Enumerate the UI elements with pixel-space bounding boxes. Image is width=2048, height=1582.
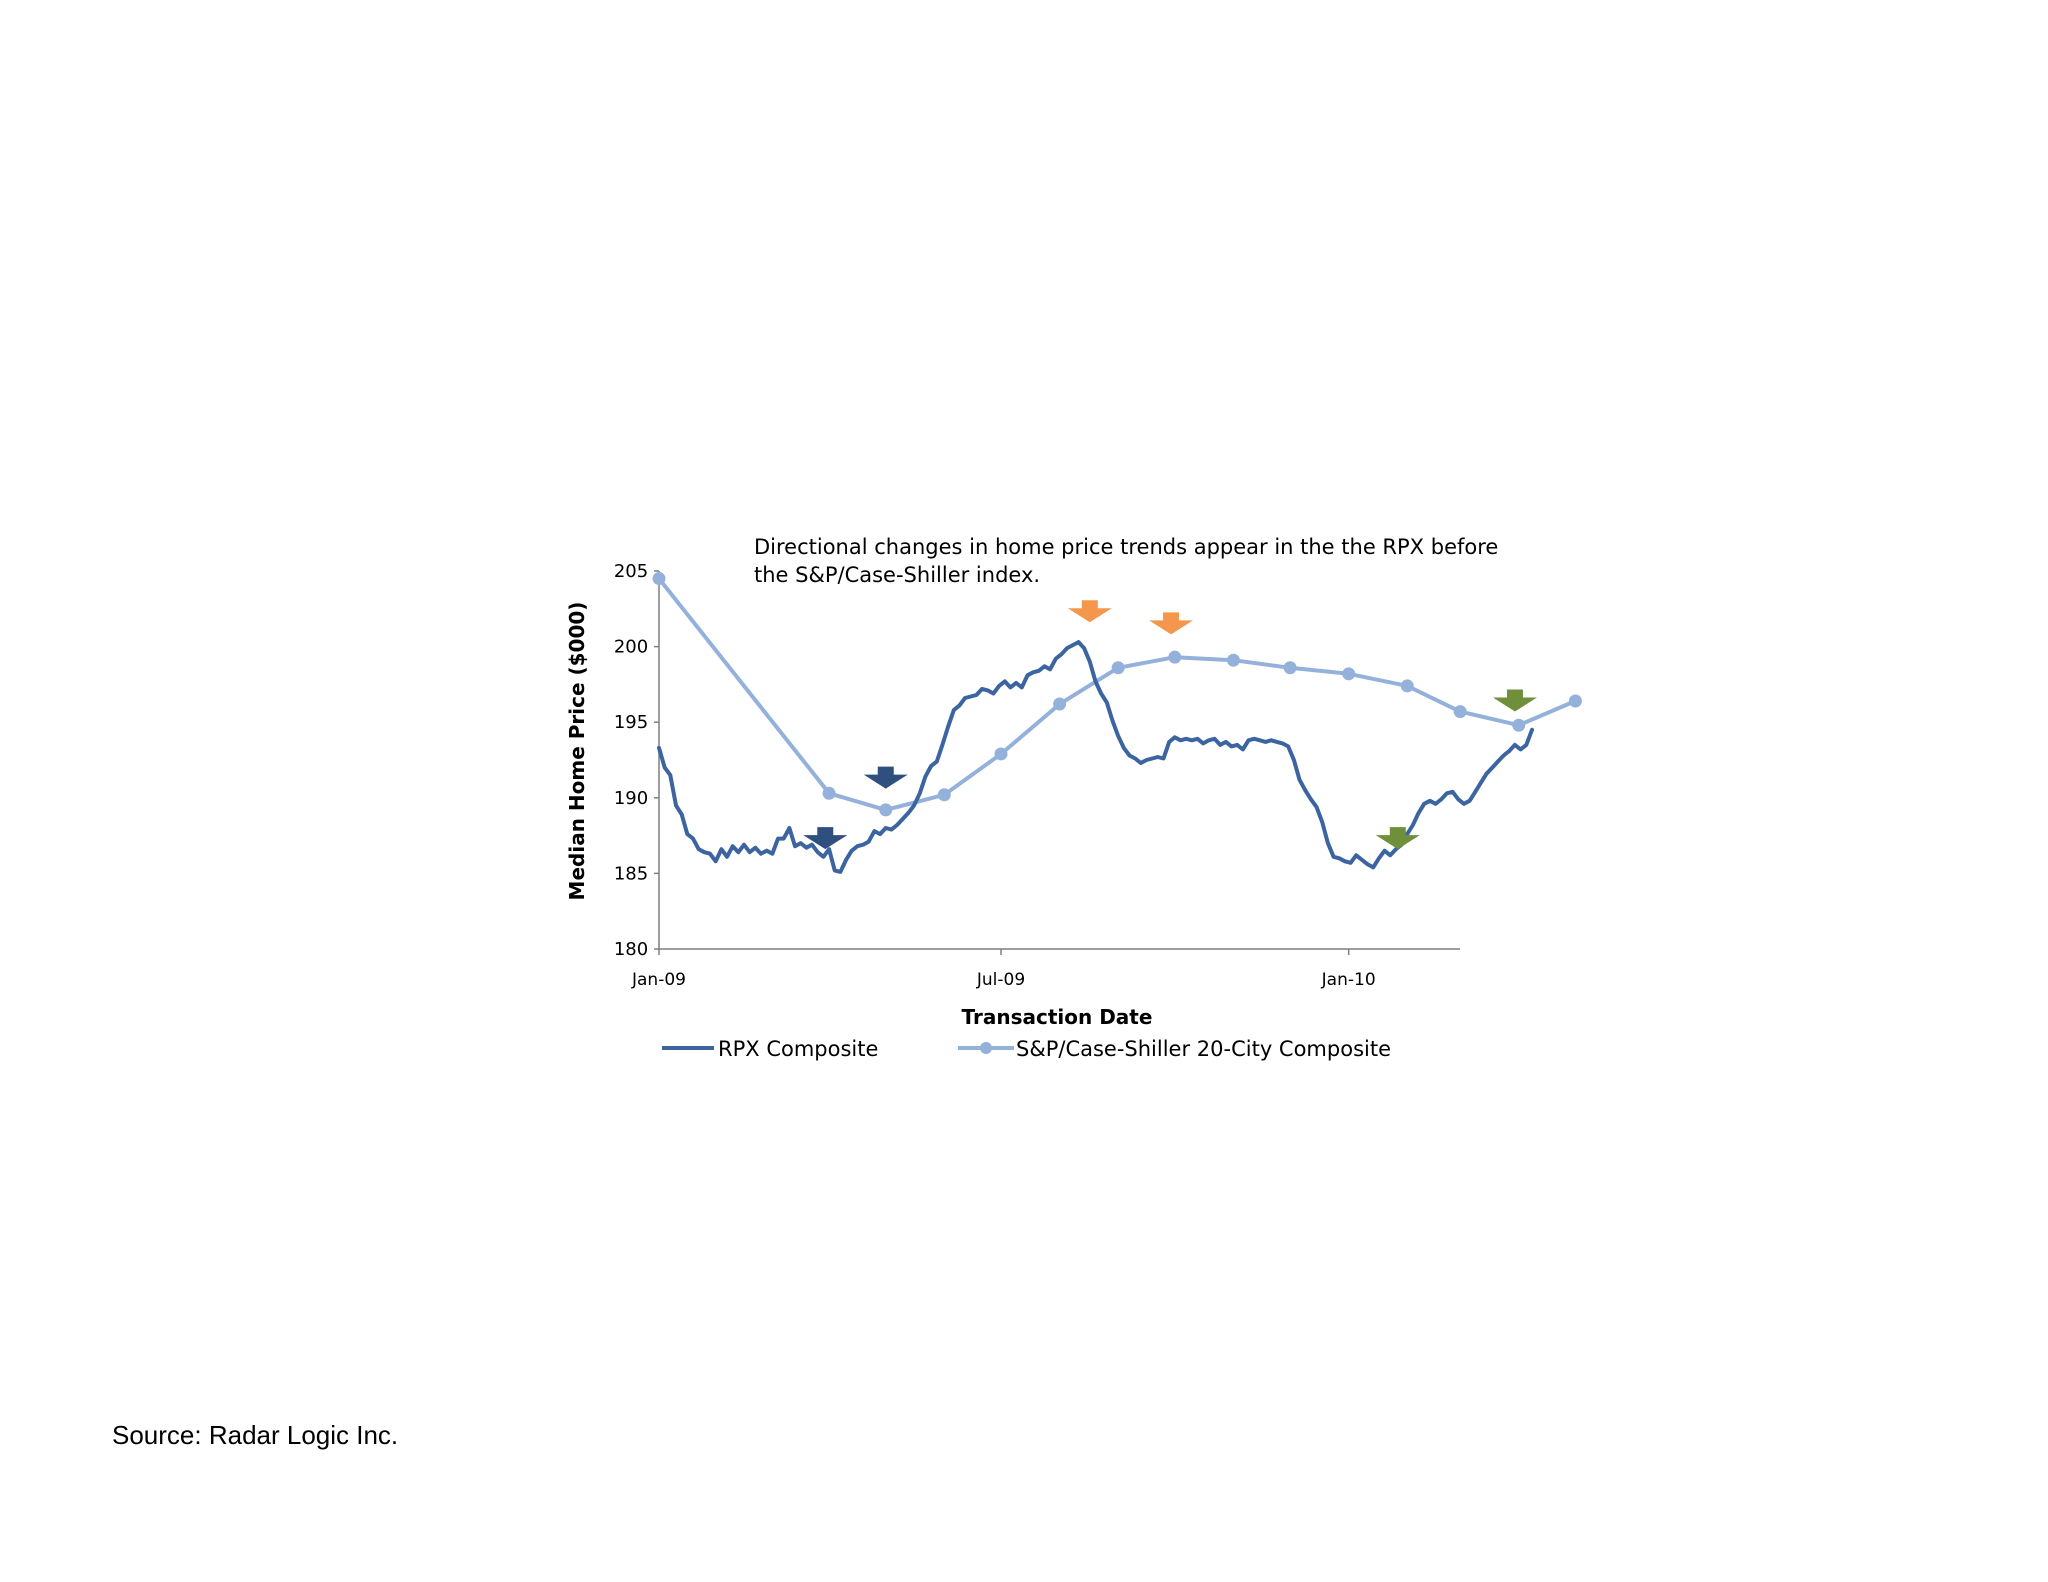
down-arrow-marker <box>1492 689 1537 712</box>
x-tick-label: Jan-09 <box>631 970 686 990</box>
y-axis: 180 185 190 195 200 205 <box>614 561 660 960</box>
down-arrow-marker <box>863 766 908 789</box>
case-shiller-point <box>1400 679 1414 693</box>
case-shiller-point <box>937 788 951 802</box>
case-shiller-point <box>1453 705 1467 719</box>
y-tick-label: 185 <box>614 863 648 884</box>
case-shiller-point <box>1226 653 1240 667</box>
case-shiller-point <box>1568 694 1582 708</box>
legend-label-rpx: RPX Composite <box>718 1037 878 1061</box>
down-arrow-marker <box>1375 827 1420 850</box>
case-shiller-point <box>1053 697 1067 711</box>
y-tick-label: 180 <box>614 939 648 960</box>
down-arrow-marker <box>1067 600 1112 623</box>
annotations <box>803 600 1537 850</box>
x-tick-label: Jul-09 <box>976 970 1025 990</box>
x-axis: Jan-09 Jul-09 Jan-10 <box>631 948 1460 990</box>
legend-label-cs: S&P/Case-Shiller 20-City Composite <box>1016 1037 1391 1061</box>
x-axis-label: Transaction Date <box>962 1005 1153 1029</box>
legend-marker-cs <box>980 1042 992 1054</box>
case-shiller-point <box>1168 650 1182 664</box>
case-shiller-point <box>1283 661 1297 675</box>
source-note: Source: Radar Logic Inc. <box>112 1420 399 1450</box>
case-shiller-point <box>1342 667 1356 681</box>
chart-title-line-1: Directional changes in home price trends… <box>754 535 1498 559</box>
case-shiller-point <box>879 803 893 817</box>
y-tick-label: 200 <box>614 637 648 658</box>
case-shiller-point <box>652 572 666 586</box>
case-shiller-point <box>994 747 1008 761</box>
series-line-rpx <box>657 640 1534 874</box>
plot-area <box>652 572 1582 874</box>
x-tick-label: Jan-10 <box>1321 970 1376 990</box>
case-shiller-point <box>1512 718 1526 732</box>
down-arrow-marker <box>803 827 848 850</box>
y-tick-label: 195 <box>614 712 648 733</box>
y-tick-label: 205 <box>614 561 648 582</box>
down-arrow-marker <box>1149 612 1194 635</box>
y-axis-label: Median Home Price ($000) <box>565 602 589 901</box>
series-line-case-shiller <box>657 576 1578 812</box>
legend: RPX Composite S&P/Case-Shiller 20-City C… <box>662 1037 1391 1061</box>
chart-title-line-2: the S&P/Case-Shiller index. <box>754 563 1040 587</box>
case-shiller-point <box>1111 661 1125 675</box>
case-shiller-point <box>822 786 836 800</box>
y-tick-label: 190 <box>614 788 648 809</box>
